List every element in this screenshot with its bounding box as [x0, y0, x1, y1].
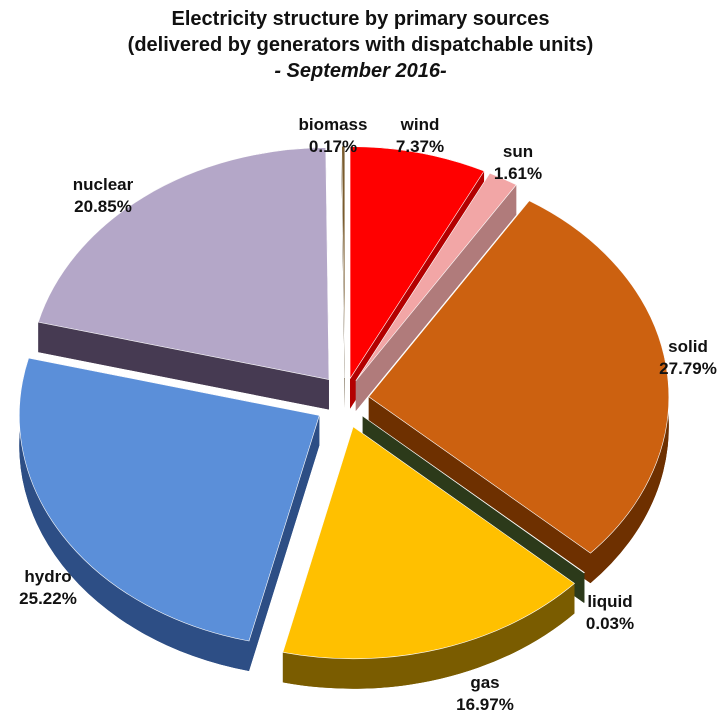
slice-value-hydro: 25.22% [19, 589, 77, 608]
slice-value-gas: 16.97% [456, 695, 514, 714]
slice-value-liquid: 0.03% [586, 614, 634, 633]
pie-slice-labels: wind 7.37% sun 1.61% solid 27.79% liquid 0.03% g… [19, 115, 717, 714]
pie-slice-solid [368, 200, 670, 554]
slice-value-solid: 27.79% [659, 359, 717, 378]
pie-slice-wind [349, 146, 485, 380]
slice-name-gas: gas [470, 673, 499, 692]
chart-title-line-1: Electricity structure by primary sources [171, 8, 550, 30]
slice-name-liquid: liquid [587, 592, 632, 611]
pie-slice-biomass [341, 145, 346, 379]
slice-name-solid: solid [668, 337, 708, 356]
slice-value-wind: 7.37% [396, 137, 444, 156]
slice-name-sun: sun [503, 142, 533, 161]
slice-name-biomass: biomass [299, 115, 368, 134]
slice-name-wind: wind [400, 115, 440, 134]
pie-slice-nuclear [37, 147, 330, 380]
slice-value-biomass: 0.17% [309, 137, 357, 156]
slice-name-nuclear: nuclear [73, 175, 134, 194]
pie-slice-gas [282, 426, 575, 660]
pie-slice-hydro [19, 357, 320, 642]
pie-slice-liquid [362, 415, 585, 574]
chart-title-line-3: - September 2016- [274, 60, 447, 82]
chart-title: Electricity structure by primary sources… [0, 6, 721, 84]
chart-title-line-2: (delivered by generators with dispatchab… [127, 34, 594, 56]
slice-value-nuclear: 20.85% [74, 197, 132, 216]
slice-value-sun: 1.61% [494, 164, 542, 183]
pie-slice-sun [355, 172, 517, 382]
pie-slice-tops [19, 145, 670, 660]
slice-name-hydro: hydro [24, 567, 71, 586]
